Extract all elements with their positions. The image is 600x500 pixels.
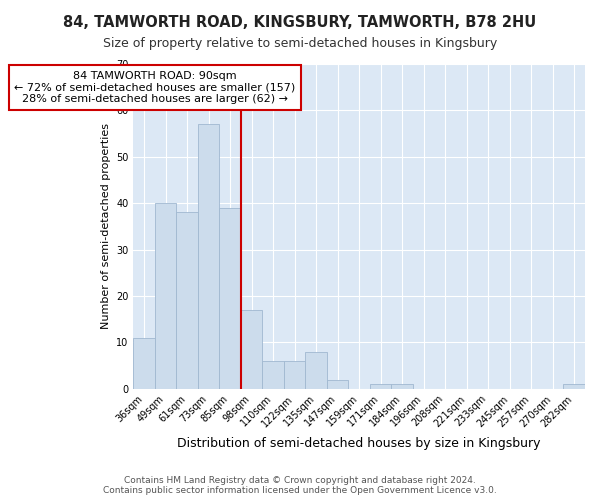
Bar xyxy=(198,124,220,389)
Text: Contains HM Land Registry data © Crown copyright and database right 2024.
Contai: Contains HM Land Registry data © Crown c… xyxy=(103,476,497,495)
Text: 84, TAMWORTH ROAD, KINGSBURY, TAMWORTH, B78 2HU: 84, TAMWORTH ROAD, KINGSBURY, TAMWORTH, … xyxy=(64,15,536,30)
Y-axis label: Number of semi-detached properties: Number of semi-detached properties xyxy=(101,124,110,330)
Text: Size of property relative to semi-detached houses in Kingsbury: Size of property relative to semi-detach… xyxy=(103,38,497,51)
Bar xyxy=(370,384,391,389)
Bar xyxy=(563,384,585,389)
X-axis label: Distribution of semi-detached houses by size in Kingsbury: Distribution of semi-detached houses by … xyxy=(178,437,541,450)
Bar xyxy=(220,208,241,389)
Bar xyxy=(176,212,198,389)
Bar xyxy=(262,361,284,389)
Bar xyxy=(133,338,155,389)
Bar xyxy=(155,203,176,389)
Bar xyxy=(391,384,413,389)
Bar xyxy=(305,352,327,389)
Bar xyxy=(327,380,349,389)
Bar xyxy=(241,310,262,389)
Text: 84 TAMWORTH ROAD: 90sqm
← 72% of semi-detached houses are smaller (157)
28% of s: 84 TAMWORTH ROAD: 90sqm ← 72% of semi-de… xyxy=(14,71,296,104)
Bar xyxy=(284,361,305,389)
